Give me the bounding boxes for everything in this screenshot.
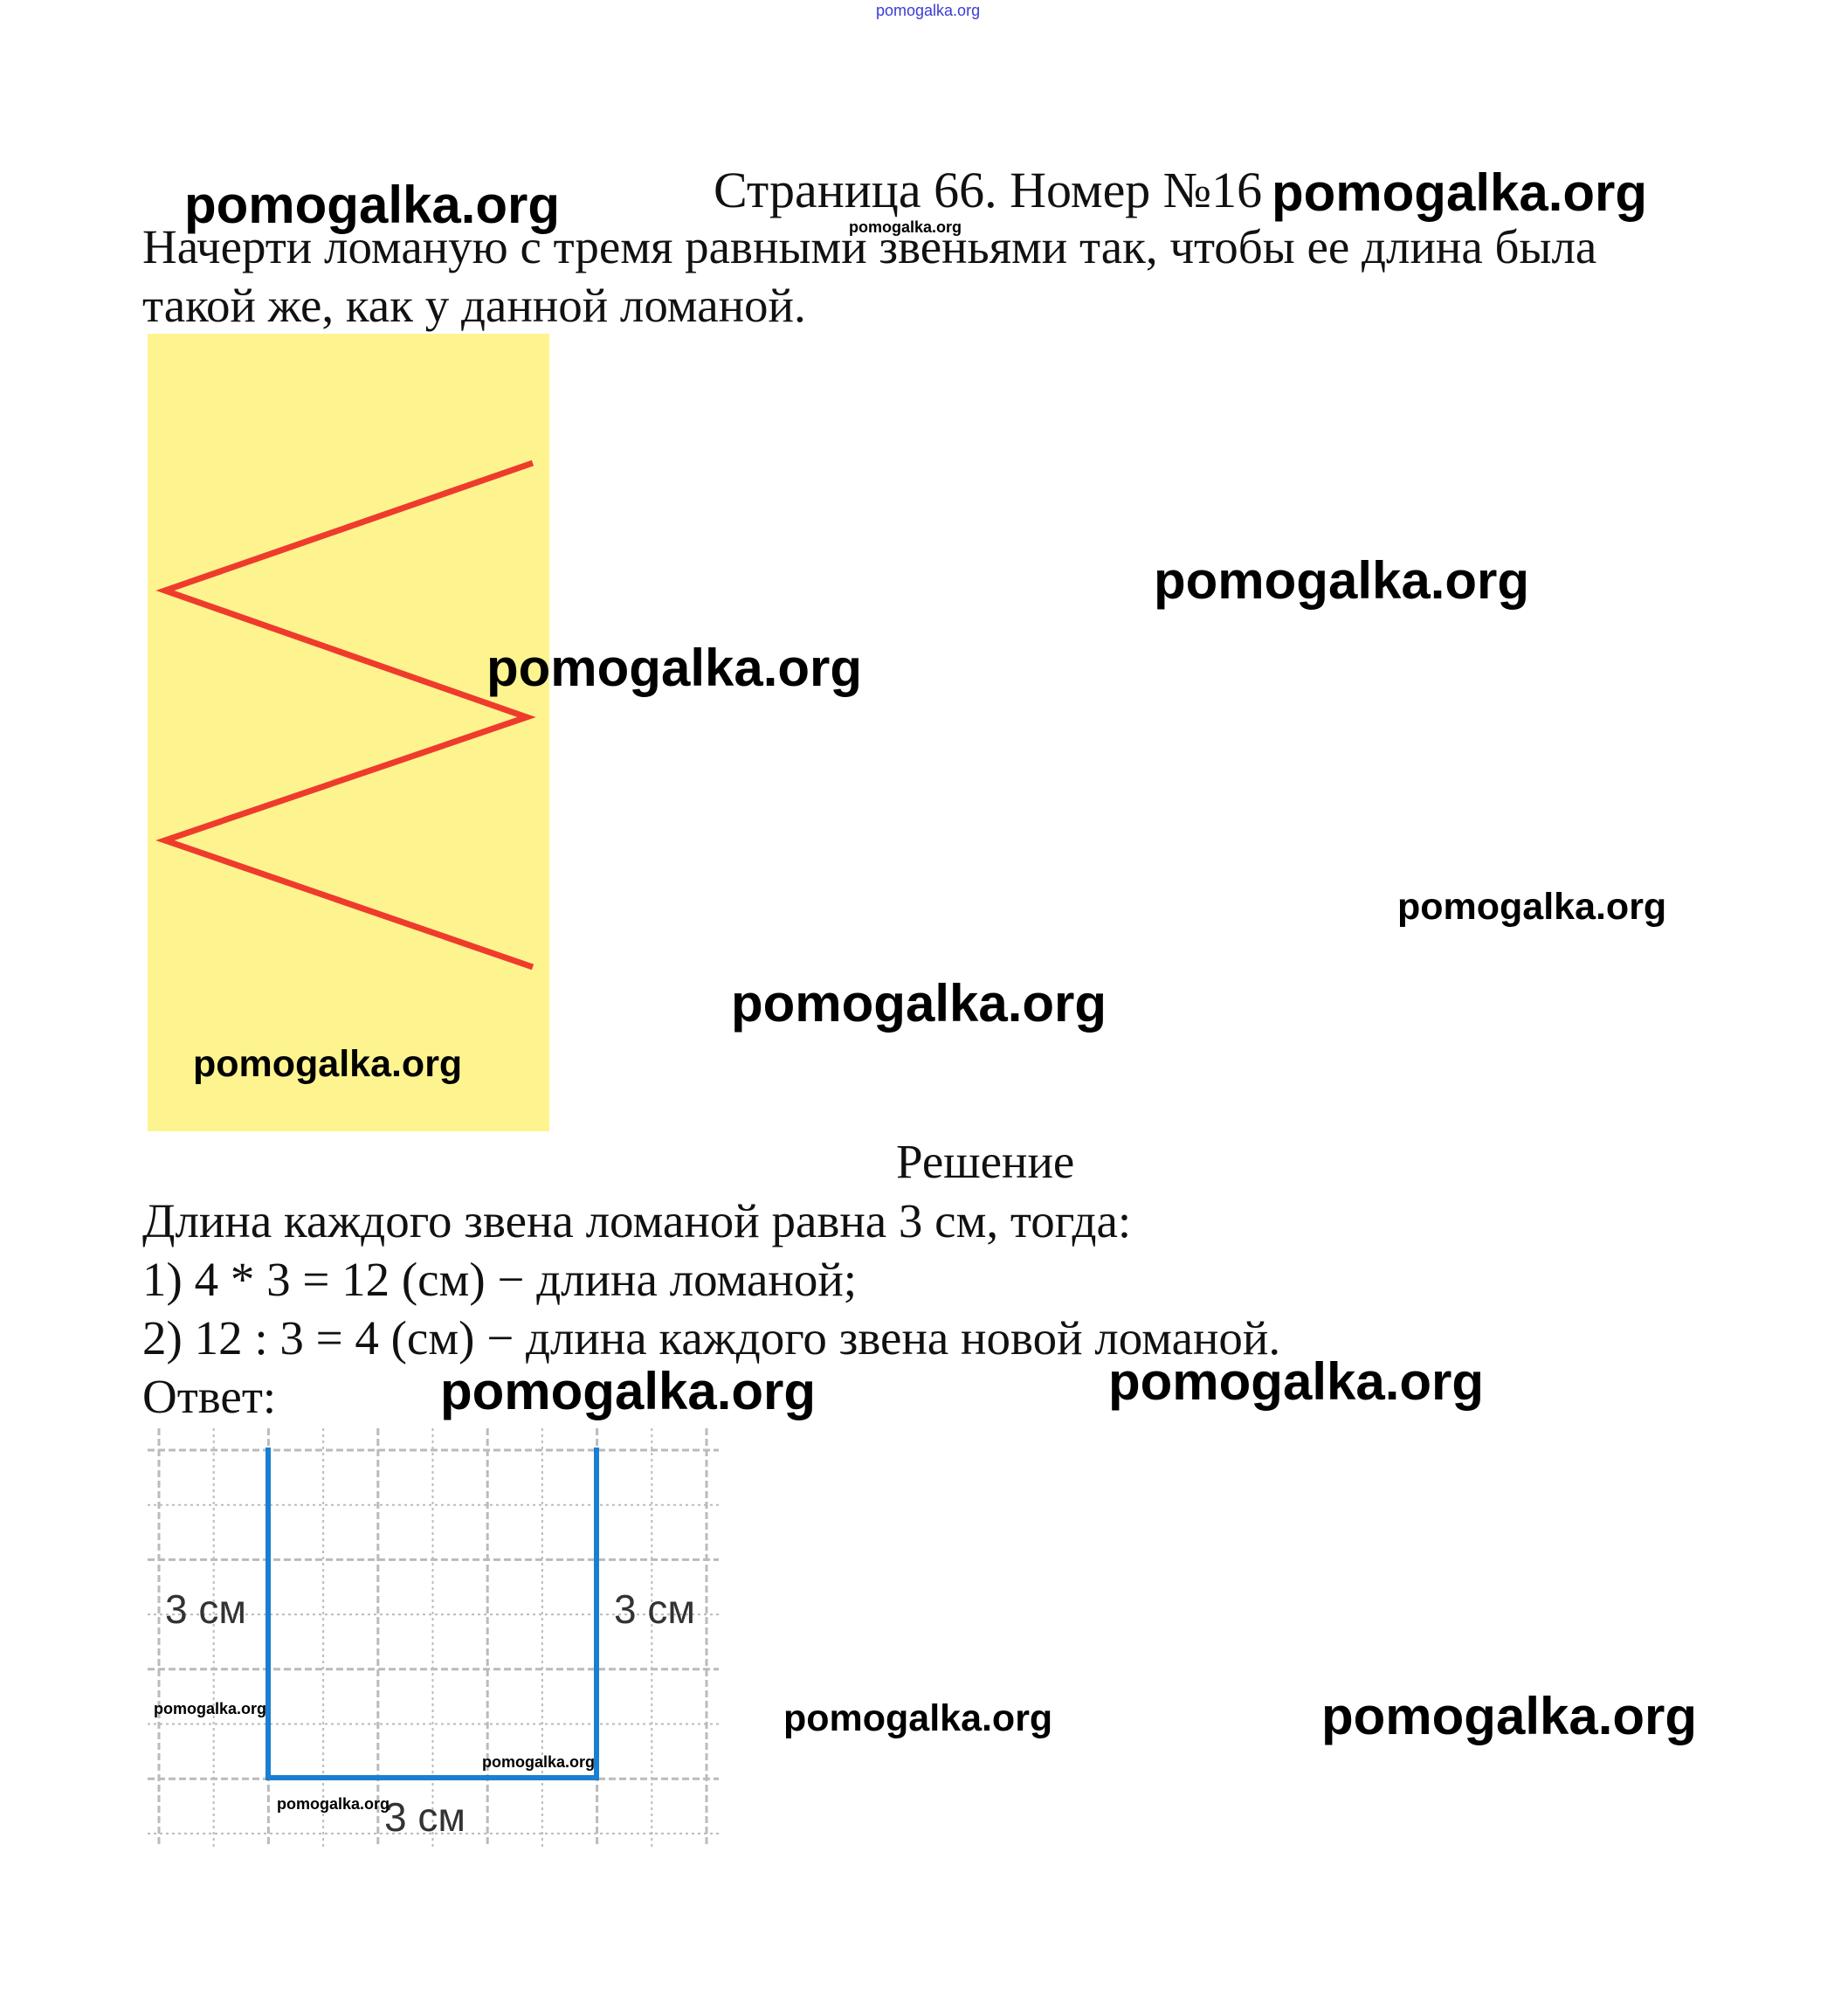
task-line-2: такой же, как у данной ломаной. bbox=[142, 279, 806, 332]
watermark: pomogalka.org bbox=[1272, 163, 1648, 222]
answer-label: Ответ: bbox=[142, 1370, 277, 1423]
solution-line-3: 2) 12 : 3 = 4 (см) − длина каждого звена… bbox=[142, 1311, 1281, 1365]
watermark: pomogalka.org bbox=[440, 1362, 817, 1420]
watermark: pomogalka.org bbox=[482, 1753, 596, 1771]
watermark: pomogalka.org bbox=[1154, 551, 1530, 610]
watermark: pomogalka.org bbox=[1397, 886, 1667, 928]
label-left: 3 см bbox=[165, 1586, 246, 1632]
label-right: 3 см bbox=[614, 1586, 695, 1632]
watermark: pomogalka.org bbox=[783, 1697, 1053, 1739]
answer-polyline bbox=[265, 1448, 599, 1780]
watermark: pomogalka.org bbox=[154, 1700, 267, 1717]
solution-line-1: Длина каждого звена ломаной равна 3 см, … bbox=[142, 1194, 1132, 1247]
watermark: pomogalka.org bbox=[193, 1043, 463, 1085]
solution-line-2: 1) 4 * 3 = 12 (см) − длина ломаной; bbox=[142, 1253, 858, 1306]
grid-paper bbox=[148, 1428, 719, 1848]
watermark: pomogalka.org bbox=[486, 639, 863, 697]
solution-heading: Решение bbox=[896, 1135, 1075, 1188]
watermark: pomogalka.org bbox=[1321, 1687, 1698, 1745]
watermark: pomogalka.org bbox=[1108, 1352, 1485, 1411]
task-line-1: Начерти ломаную с тремя равными звеньями… bbox=[142, 220, 1597, 273]
watermark: pomogalka.org bbox=[277, 1795, 390, 1813]
page-title: Страница 66. Номер №16 bbox=[714, 162, 1263, 218]
label-bottom: 3 см bbox=[384, 1794, 465, 1840]
watermark: pomogalka.org bbox=[184, 176, 561, 234]
watermark: pomogalka.org bbox=[849, 218, 962, 236]
given-polyline bbox=[155, 459, 536, 971]
watermark: pomogalka.org bbox=[731, 974, 1107, 1033]
watermark-top: pomogalka.org bbox=[876, 2, 981, 19]
